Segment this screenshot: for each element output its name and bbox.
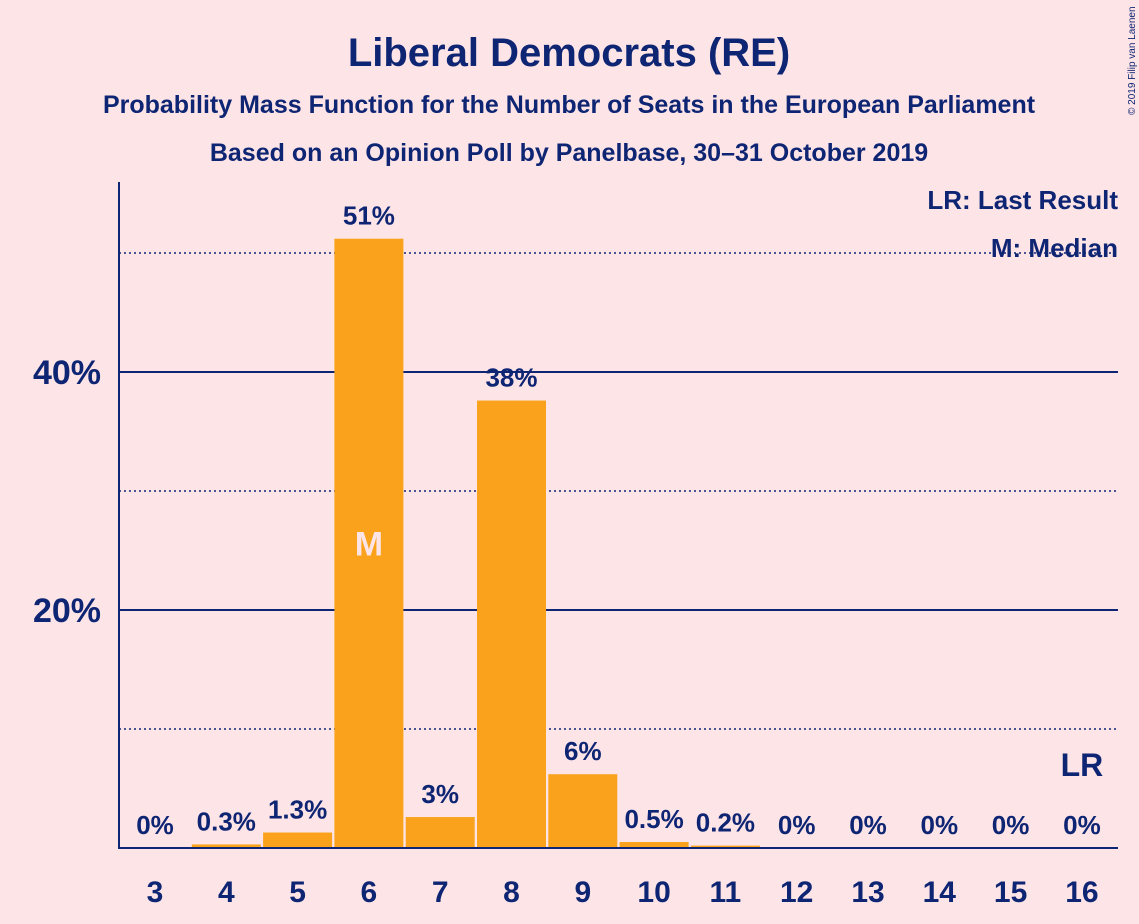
value-label: 0%	[849, 810, 887, 840]
chart-title: Liberal Democrats (RE)	[348, 31, 790, 75]
x-tick-label: 5	[289, 876, 306, 909]
y-tick-label: 20%	[33, 592, 101, 630]
chart-subtitle: Probability Mass Function for the Number…	[103, 91, 1036, 119]
legend-last-result: LR: Last Result	[927, 185, 1118, 215]
value-label: 0.2%	[696, 808, 755, 838]
x-tick-label: 8	[503, 876, 520, 909]
value-label: 0%	[136, 810, 174, 840]
value-label: 0.5%	[624, 804, 683, 834]
bar-6	[334, 238, 404, 849]
x-tick-label: 13	[851, 876, 884, 909]
bar-8	[477, 400, 546, 848]
grid-lines	[119, 252, 1118, 730]
value-label: 0%	[778, 810, 816, 840]
last-result-marker: LR	[1061, 747, 1104, 783]
bar-11	[690, 845, 760, 848]
x-tick-label: 16	[1065, 876, 1098, 909]
value-labels: 20% 40% 0% 3 0.3% 4 1.3% 5 51% 6 M 3% 7 38% 8 6% 9 0.5% 10…	[33, 201, 1103, 909]
value-label: 51%	[343, 201, 395, 231]
value-label: 38%	[485, 363, 537, 393]
bar-5	[263, 832, 333, 848]
bar-9	[548, 774, 618, 848]
value-label: 0.3%	[197, 806, 256, 836]
chart-subtitle-source: Based on an Opinion Poll by Panelbase, 3…	[210, 139, 928, 167]
value-label: 0%	[992, 810, 1030, 840]
x-tick-label: 15	[994, 876, 1027, 909]
value-label: 6%	[564, 736, 602, 766]
bars	[191, 238, 760, 849]
axes	[118, 182, 1118, 849]
x-tick-label: 14	[923, 876, 957, 909]
value-label: 1.3%	[268, 795, 327, 825]
bar-10	[619, 842, 689, 848]
x-tick-label: 4	[218, 876, 235, 909]
y-tick-label: 40%	[33, 354, 101, 392]
x-tick-label: 6	[361, 876, 378, 909]
x-tick-label: 12	[780, 876, 813, 909]
x-tick-label: 10	[637, 876, 670, 909]
value-label: 0%	[921, 810, 959, 840]
value-label: 0%	[1063, 810, 1101, 840]
legend-median: M: Median	[991, 233, 1118, 263]
x-tick-label: 7	[432, 876, 449, 909]
x-tick-label: 9	[574, 876, 591, 909]
copyright-notice: © 2019 Filip van Laenen	[1127, 6, 1138, 115]
bar-7	[405, 817, 475, 848]
bar-4	[191, 844, 261, 848]
median-marker: M	[355, 525, 383, 563]
x-tick-label: 3	[147, 876, 164, 909]
value-label: 3%	[421, 779, 459, 809]
x-tick-label: 11	[710, 876, 742, 909]
